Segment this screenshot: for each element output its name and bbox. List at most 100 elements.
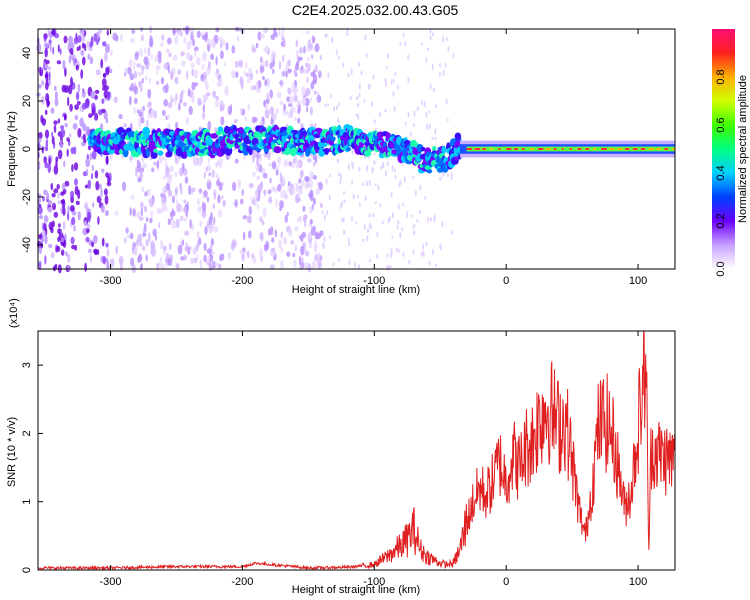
spectrogram-speckle	[202, 202, 207, 213]
spectrogram-speckle	[175, 121, 179, 129]
spectrogram-speckle	[106, 155, 109, 165]
spectrogram-speckle	[68, 133, 72, 138]
figure-title: C2E4.2025.032.00.43.G05	[292, 2, 459, 18]
spectrogram-speckle	[297, 216, 300, 223]
spectrogram-speckle	[81, 135, 83, 140]
spectrogram-speckle	[213, 191, 216, 200]
spectrogram-speckle	[163, 188, 166, 194]
spectrogram-speckle	[95, 180, 100, 191]
spectrogram-speckle	[368, 213, 371, 218]
spectrogram-speckle	[292, 158, 297, 164]
spectrogram-speckle	[268, 162, 272, 168]
spectrogram-speckle	[366, 165, 369, 172]
spectrogram-speckle	[133, 70, 138, 80]
spectrogram-speckle	[171, 165, 174, 173]
spectrogram-speckle	[331, 36, 334, 44]
spectrogram-speckle	[282, 54, 285, 62]
spectrogram-speckle	[282, 175, 285, 185]
spectrogram-speckle	[87, 179, 92, 190]
spectrogram-speckle	[317, 252, 321, 261]
spectrogram-speckle	[47, 164, 51, 174]
spectrogram-speckle	[372, 213, 375, 218]
spectrogram-band-blob	[134, 140, 140, 150]
spectrogram-speckle	[210, 251, 216, 255]
spectrogram-speckle	[83, 220, 87, 227]
y-tick-label: 2	[21, 430, 33, 436]
spectrogram-speckle	[75, 200, 80, 205]
spectrogram-speckle	[208, 172, 211, 177]
spectrogram-speckle	[301, 257, 304, 264]
spectrogram-speckle	[191, 187, 196, 193]
spectrogram-speckle	[130, 194, 135, 200]
spectrogram-speckle	[197, 197, 200, 206]
spectrogram-speckle	[48, 39, 52, 44]
spectrogram-speckle	[195, 244, 199, 252]
spectrogram-speckle	[167, 218, 172, 226]
spectrogram-speckle	[264, 109, 270, 119]
spectrogram-speckle	[91, 150, 97, 160]
spectrogram-speckle	[89, 56, 94, 65]
spectrogram-speckle	[392, 90, 395, 98]
spectrogram-speckle	[54, 91, 59, 99]
spectrogram-speckle	[247, 103, 250, 111]
spectrogram-speckle	[206, 92, 211, 97]
spectrogram-speckle	[44, 162, 49, 169]
spectrogram-speckle	[59, 139, 63, 149]
spectrogram-speckle	[288, 161, 292, 167]
spectrogram-speckle	[391, 235, 394, 239]
spectrogram-speckle	[174, 76, 179, 85]
spectrogram-speckle	[428, 123, 431, 130]
spectrogram-speckle	[101, 168, 105, 173]
snr-x-ticks: -300 -200 -100 0 100	[100, 331, 647, 588]
spectrogram-speckle	[357, 113, 360, 121]
spectrogram-speckle	[53, 188, 59, 194]
spectrogram-speckle	[79, 117, 84, 127]
spectrogram-speckle	[144, 75, 148, 81]
spectrogram-speckle	[70, 190, 75, 198]
spectrogram-speckle	[95, 69, 101, 76]
spectrogram-speckle	[86, 168, 89, 177]
spectrogram-carrier-peak	[561, 148, 564, 150]
spectrogram-speckle	[270, 226, 274, 236]
spectrogram-speckle	[148, 77, 152, 84]
spectrogram-speckle	[150, 210, 154, 218]
spectrogram-speckle	[328, 194, 331, 201]
spectrogram-speckle	[128, 86, 133, 91]
spectrogram-speckle	[261, 58, 264, 67]
spectrogram-speckle	[262, 28, 267, 34]
spectrogram-speckle	[256, 87, 260, 94]
spectrogram-speckle	[104, 210, 109, 217]
spectrogram-speckle	[106, 248, 110, 257]
spectrogram-speckle	[338, 172, 340, 177]
spectrogram-band-blob	[157, 150, 164, 156]
spectrogram-speckle	[242, 215, 247, 220]
spectrogram-speckle	[431, 63, 434, 71]
spectrogram-speckle	[88, 248, 92, 254]
spectrogram-speckle	[99, 192, 103, 199]
spectrogram-speckle	[38, 160, 41, 170]
spectrogram-speckle	[43, 42, 49, 48]
spectrogram-speckle	[393, 105, 396, 112]
spectrogram-speckle	[46, 98, 50, 108]
spectrogram-speckle	[373, 160, 376, 166]
spectrogram-carrier-peak	[577, 148, 582, 150]
spectrogram-speckle	[93, 33, 98, 43]
spectrogram-speckle	[102, 255, 106, 265]
spectrogram-speckle	[96, 39, 99, 46]
spectrogram-speckle	[257, 157, 262, 163]
spectrogram-speckle	[64, 123, 68, 128]
spectrogram-speckle	[385, 65, 388, 70]
spectrogram-speckle	[399, 179, 402, 186]
spectrogram-speckle	[219, 43, 223, 49]
spectrogram-speckle	[285, 63, 290, 71]
spectrogram-speckle	[245, 72, 250, 78]
spectrogram-speckle	[425, 111, 428, 118]
y-tick-label: 0	[21, 567, 33, 573]
spectrogram-speckle	[176, 198, 179, 206]
spectrogram-speckle	[301, 231, 307, 238]
spectrogram-speckle	[107, 91, 111, 101]
spectrogram-speckle	[82, 56, 86, 66]
spectrogram-speckle	[77, 211, 81, 221]
spectrogram-speckle	[128, 59, 133, 67]
spectrogram-speckle	[263, 243, 268, 252]
